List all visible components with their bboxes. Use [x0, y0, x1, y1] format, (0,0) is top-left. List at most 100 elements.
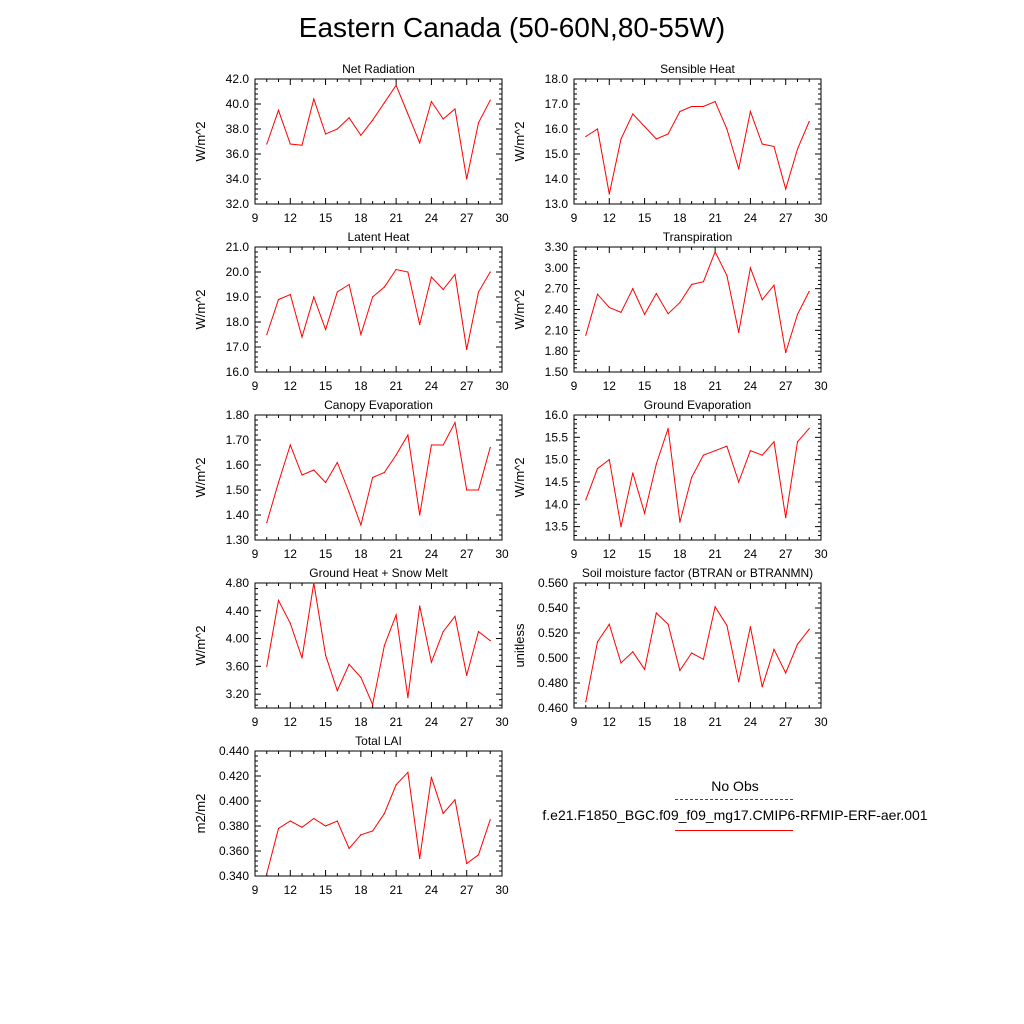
data-point	[372, 703, 374, 706]
data-point	[477, 854, 480, 856]
data-point	[643, 125, 646, 128]
data-point	[313, 296, 315, 298]
data-point	[395, 614, 397, 616]
data-point	[266, 665, 268, 667]
y-tick-label: 38.0	[226, 122, 250, 136]
data-point	[430, 276, 433, 278]
data-point	[585, 701, 587, 703]
x-tick-label: 12	[284, 379, 298, 393]
panel-2: Latent Heat W/m^2 9 12 15 18 21 24 27 30 16.0 17.0 1…	[193, 230, 509, 393]
x-tick-label: 12	[603, 547, 617, 561]
data-point	[454, 421, 456, 424]
y-tick-label: 19.0	[226, 290, 250, 304]
data-point	[655, 138, 657, 140]
data-point	[477, 291, 480, 293]
panel-title: Canopy Evaporation	[324, 398, 433, 412]
data-point	[655, 292, 657, 295]
data-point	[348, 117, 350, 119]
panel-ylabel: W/m^2	[193, 289, 208, 329]
x-tick-label: 21	[389, 211, 403, 225]
data-point	[395, 784, 397, 786]
data-point	[336, 690, 338, 692]
series-line	[266, 84, 491, 180]
data-point	[477, 631, 480, 633]
x-tick-label: 30	[495, 715, 509, 729]
panel-title: Ground Evaporation	[644, 398, 751, 412]
data-point	[277, 298, 280, 301]
x-tick-label: 9	[252, 379, 259, 393]
data-point	[454, 108, 456, 110]
data-point	[749, 450, 752, 452]
data-point	[679, 110, 681, 113]
y-tick-label: 15.0	[545, 147, 569, 161]
data-point	[266, 143, 268, 145]
x-tick-label: 15	[638, 379, 652, 393]
data-point	[336, 461, 338, 464]
series-line	[585, 428, 810, 527]
panel-frame	[254, 750, 503, 877]
data-point	[313, 98, 315, 100]
x-tick-label: 30	[495, 211, 509, 225]
data-point	[383, 812, 385, 815]
data-point	[667, 623, 669, 625]
data-point	[430, 100, 433, 103]
data-point	[360, 834, 362, 836]
data-point	[372, 119, 374, 121]
data-point	[266, 872, 268, 875]
data-point	[466, 178, 468, 180]
data-point	[301, 474, 303, 476]
y-tick-label: 15.0	[545, 453, 569, 467]
data-point	[585, 135, 587, 138]
y-tick-label: 18.0	[545, 72, 569, 86]
data-point	[466, 489, 468, 491]
y-tick-label: 42.0	[226, 72, 250, 86]
data-point	[796, 643, 799, 645]
panel-ylabel: W/m^2	[193, 625, 208, 665]
panel-7: Soil moisture factor (BTRAN or BTRANMN) u…	[512, 566, 828, 729]
data-point	[477, 489, 480, 491]
y-tick-label: 17.0	[226, 340, 250, 354]
y-tick-label: 15.5	[545, 430, 569, 444]
data-point	[383, 471, 385, 474]
panel-title: Sensible Heat	[660, 62, 735, 76]
panel-title: Transpiration	[663, 230, 733, 244]
data-point	[596, 293, 599, 295]
panel-8: Total LAI m2/m2 9 12 15 18 21 24 27 30 0.340 0.360 0…	[193, 734, 509, 897]
data-point	[360, 134, 362, 136]
x-tick-label: 15	[319, 211, 333, 225]
data-point	[442, 812, 444, 815]
x-tick-label: 27	[779, 211, 793, 225]
data-point	[289, 820, 291, 822]
data-point	[360, 524, 362, 526]
data-point	[454, 273, 456, 276]
y-tick-label: 13.5	[545, 520, 569, 534]
data-point	[383, 644, 385, 647]
data-point	[785, 517, 787, 519]
x-tick-label: 24	[425, 883, 439, 897]
data-point	[632, 288, 634, 290]
x-tick-label: 15	[638, 547, 652, 561]
x-tick-label: 18	[354, 883, 368, 897]
y-tick-label: 0.560	[538, 576, 568, 590]
data-point	[643, 668, 646, 670]
y-tick-label: 16.0	[545, 122, 569, 136]
data-point	[585, 334, 587, 336]
data-point	[679, 669, 681, 672]
x-tick-label: 9	[571, 379, 578, 393]
y-tick-label: 4.00	[226, 632, 250, 646]
y-tick-label: 3.60	[226, 659, 250, 673]
x-tick-label: 24	[425, 379, 439, 393]
data-point	[277, 481, 280, 484]
panel-ylabel: W/m^2	[512, 289, 527, 329]
data-point	[489, 640, 491, 642]
y-tick-label: 34.0	[226, 172, 250, 186]
x-tick-label: 9	[571, 211, 578, 225]
data-point	[430, 444, 433, 446]
data-point	[808, 427, 810, 429]
data-point	[726, 128, 728, 130]
data-point	[643, 512, 646, 514]
series-line	[266, 268, 491, 350]
data-point	[466, 348, 468, 351]
panel-frame	[254, 78, 503, 205]
